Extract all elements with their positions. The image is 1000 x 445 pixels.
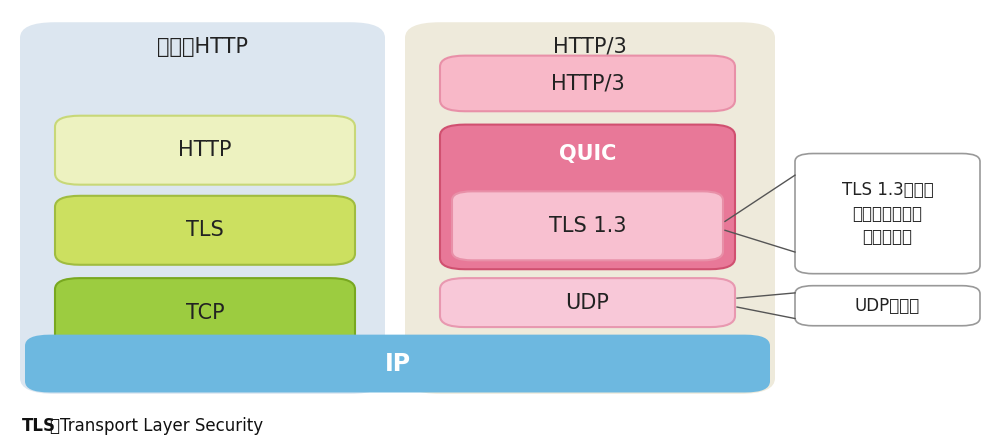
Text: UDPを使用: UDPを使用 bbox=[855, 297, 920, 315]
FancyBboxPatch shape bbox=[55, 278, 355, 347]
FancyBboxPatch shape bbox=[795, 154, 980, 274]
FancyBboxPatch shape bbox=[440, 278, 735, 327]
FancyBboxPatch shape bbox=[795, 286, 980, 326]
FancyBboxPatch shape bbox=[55, 116, 355, 185]
Text: TLS 1.3による
セキュリティー
機能を内蔵: TLS 1.3による セキュリティー 機能を内蔵 bbox=[842, 181, 933, 246]
Text: HTTP: HTTP bbox=[178, 140, 232, 160]
Text: IP: IP bbox=[384, 352, 411, 376]
FancyBboxPatch shape bbox=[452, 191, 723, 260]
FancyBboxPatch shape bbox=[440, 125, 735, 269]
FancyBboxPatch shape bbox=[20, 22, 385, 394]
Text: ：Transport Layer Security: ：Transport Layer Security bbox=[50, 417, 263, 435]
FancyBboxPatch shape bbox=[25, 335, 770, 392]
Text: UDP: UDP bbox=[566, 293, 609, 312]
Text: QUIC: QUIC bbox=[559, 144, 616, 163]
FancyBboxPatch shape bbox=[405, 22, 775, 394]
FancyBboxPatch shape bbox=[55, 196, 355, 265]
Text: HTTP/3: HTTP/3 bbox=[553, 37, 627, 57]
Text: TLS: TLS bbox=[22, 417, 56, 435]
Text: HTTP/3: HTTP/3 bbox=[551, 73, 624, 93]
Text: TLS 1.3: TLS 1.3 bbox=[549, 216, 626, 236]
Text: 従来のHTTP: 従来のHTTP bbox=[157, 37, 248, 57]
Text: TLS: TLS bbox=[186, 220, 224, 240]
Text: TCP: TCP bbox=[186, 303, 224, 323]
FancyBboxPatch shape bbox=[440, 56, 735, 111]
